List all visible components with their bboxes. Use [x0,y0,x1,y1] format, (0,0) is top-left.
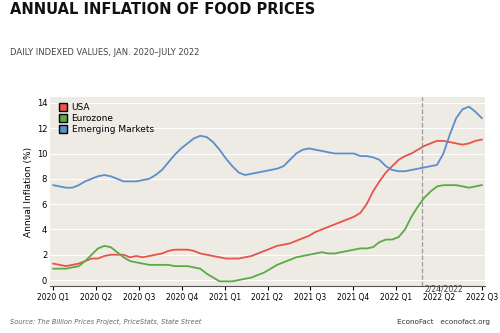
Text: 2/24/2022: 2/24/2022 [425,285,464,294]
Legend: USA, Eurozone, Emerging Markets: USA, Eurozone, Emerging Markets [59,103,154,135]
Text: DAILY INDEXED VALUES, JAN. 2020–JULY 2022: DAILY INDEXED VALUES, JAN. 2020–JULY 202… [10,48,200,57]
Y-axis label: Annual Inflation (%): Annual Inflation (%) [24,147,32,236]
Text: ANNUAL INFLATION OF FOOD PRICES: ANNUAL INFLATION OF FOOD PRICES [10,2,316,17]
Text: EconoFact   econofact.org: EconoFact econofact.org [397,319,490,325]
Text: Source: The Billion Prices Project, PriceStats, State Street: Source: The Billion Prices Project, Pric… [10,319,202,325]
